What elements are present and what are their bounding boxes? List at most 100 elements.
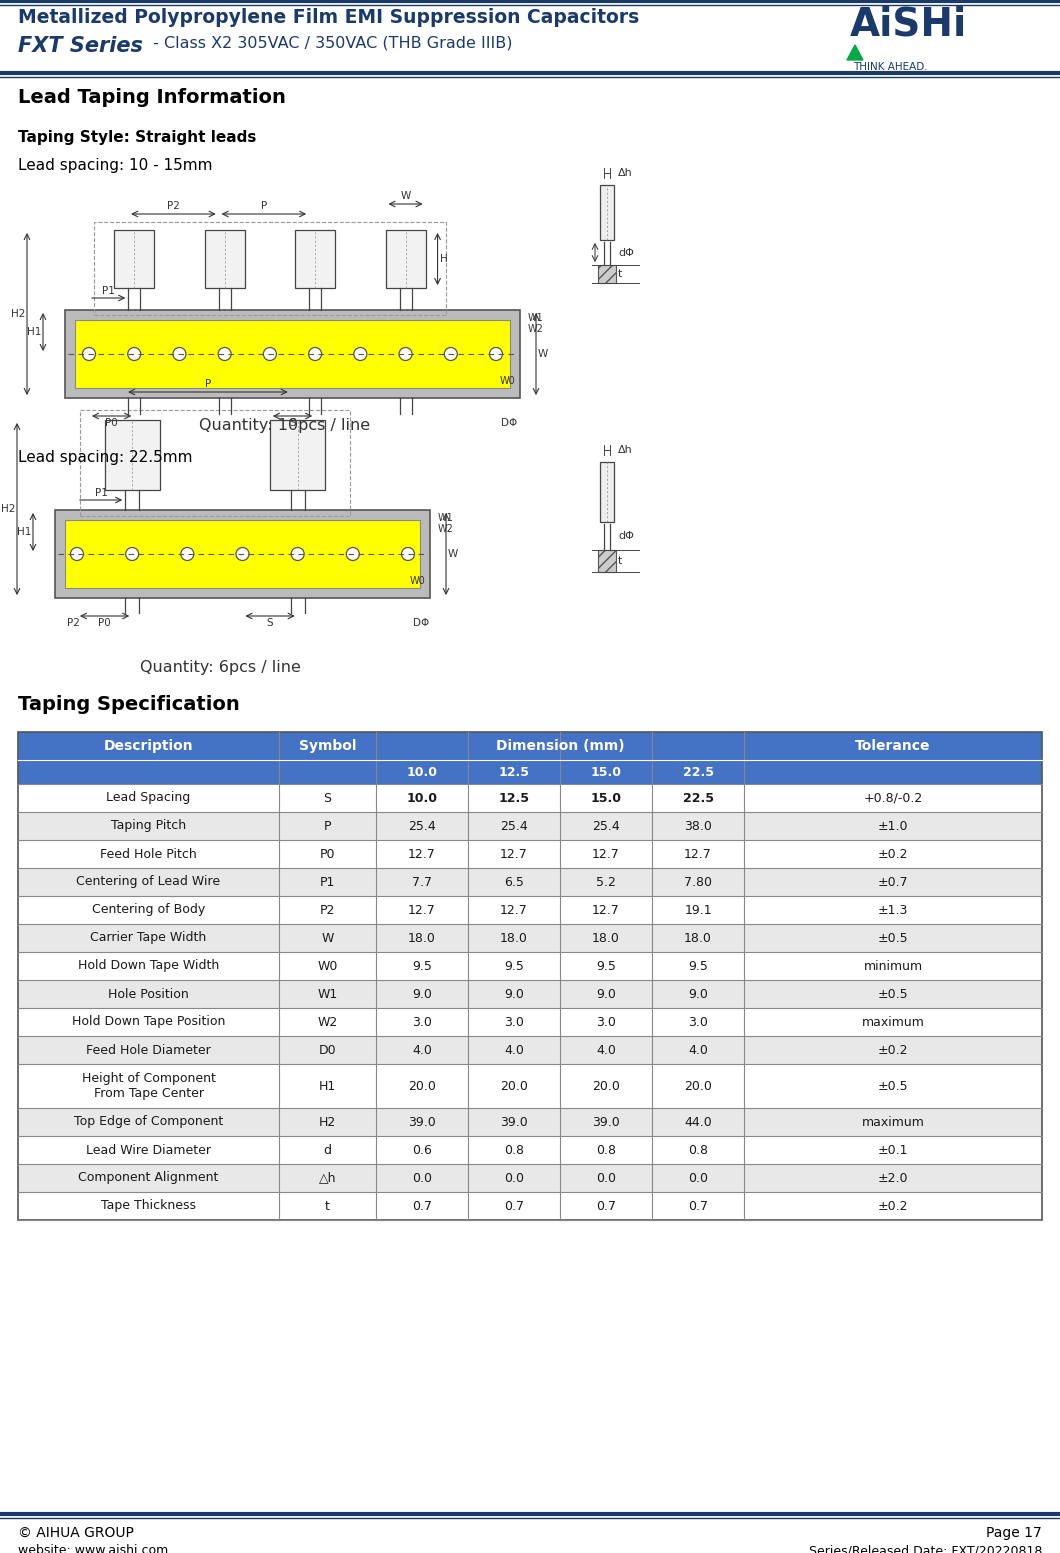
Text: Series/Released Date: FXT/20220818: Series/Released Date: FXT/20220818 bbox=[809, 1544, 1042, 1553]
Bar bbox=[295, 230, 335, 287]
Text: 6.5: 6.5 bbox=[505, 876, 524, 888]
Text: 12.7: 12.7 bbox=[593, 904, 620, 916]
Text: W: W bbox=[538, 349, 548, 359]
Text: W0: W0 bbox=[499, 376, 515, 387]
Text: 25.4: 25.4 bbox=[593, 820, 620, 832]
Text: Centering of Body: Centering of Body bbox=[92, 904, 206, 916]
Bar bbox=[600, 185, 614, 241]
Text: maximum: maximum bbox=[862, 1016, 924, 1028]
Text: © AIHUA GROUP: © AIHUA GROUP bbox=[18, 1527, 134, 1541]
Text: H1: H1 bbox=[26, 328, 41, 337]
Text: ±0.1: ±0.1 bbox=[878, 1143, 908, 1157]
Text: ±1.3: ±1.3 bbox=[878, 904, 908, 916]
Text: dΦ: dΦ bbox=[618, 531, 634, 540]
Bar bbox=[65, 311, 520, 398]
Text: 38.0: 38.0 bbox=[684, 820, 712, 832]
Text: Taping Pitch: Taping Pitch bbox=[111, 820, 187, 832]
Bar bbox=[18, 1193, 1042, 1221]
Polygon shape bbox=[847, 45, 863, 61]
Text: W0: W0 bbox=[409, 576, 425, 585]
Bar bbox=[65, 520, 420, 589]
Text: P1: P1 bbox=[94, 488, 107, 499]
Text: H2: H2 bbox=[319, 1115, 336, 1129]
Text: 12.7: 12.7 bbox=[500, 848, 528, 860]
Text: FXT Series: FXT Series bbox=[18, 36, 143, 56]
Bar bbox=[18, 812, 1042, 840]
Text: P0: P0 bbox=[320, 848, 335, 860]
Text: 0.8: 0.8 bbox=[596, 1143, 616, 1157]
Bar bbox=[598, 550, 616, 572]
Text: Tolerance: Tolerance bbox=[855, 739, 931, 753]
Circle shape bbox=[490, 348, 502, 360]
Text: 20.0: 20.0 bbox=[593, 1079, 620, 1092]
Text: Quantity: 6pcs / line: Quantity: 6pcs / line bbox=[140, 660, 300, 676]
Text: Component Alignment: Component Alignment bbox=[78, 1171, 218, 1185]
Text: Hold Down Tape Width: Hold Down Tape Width bbox=[77, 960, 219, 972]
Circle shape bbox=[402, 548, 414, 561]
Text: 25.4: 25.4 bbox=[408, 820, 436, 832]
Text: Lead Taping Information: Lead Taping Information bbox=[18, 89, 286, 107]
Text: 0.0: 0.0 bbox=[504, 1171, 524, 1185]
Circle shape bbox=[354, 348, 367, 360]
Text: Taping Style: Straight leads: Taping Style: Straight leads bbox=[18, 130, 257, 144]
Text: Top Edge of Component: Top Edge of Component bbox=[74, 1115, 223, 1129]
Text: THINK AHEAD.: THINK AHEAD. bbox=[853, 62, 928, 71]
Text: S: S bbox=[267, 618, 273, 627]
Text: H: H bbox=[440, 255, 447, 264]
Circle shape bbox=[399, 348, 412, 360]
Text: 7.80: 7.80 bbox=[684, 876, 712, 888]
Text: Symbol: Symbol bbox=[299, 739, 356, 753]
Text: Lead Spacing: Lead Spacing bbox=[106, 792, 191, 804]
Text: P: P bbox=[323, 820, 331, 832]
Text: ±0.2: ±0.2 bbox=[878, 1044, 908, 1056]
Text: 12.5: 12.5 bbox=[498, 766, 530, 778]
Text: 44.0: 44.0 bbox=[684, 1115, 712, 1129]
Circle shape bbox=[444, 348, 457, 360]
Text: 12.7: 12.7 bbox=[684, 848, 712, 860]
Bar bbox=[18, 1008, 1042, 1036]
Text: t: t bbox=[618, 556, 622, 565]
Text: DΦ: DΦ bbox=[413, 618, 429, 627]
Bar bbox=[105, 419, 160, 491]
Text: W2: W2 bbox=[317, 1016, 338, 1028]
Text: 4.0: 4.0 bbox=[596, 1044, 616, 1056]
Text: 0.7: 0.7 bbox=[688, 1199, 708, 1213]
Text: 0.8: 0.8 bbox=[688, 1143, 708, 1157]
Text: ±0.2: ±0.2 bbox=[878, 1199, 908, 1213]
Text: dΦ: dΦ bbox=[618, 247, 634, 258]
Text: 15.0: 15.0 bbox=[590, 766, 621, 778]
Text: 9.0: 9.0 bbox=[412, 988, 431, 1000]
Text: H1: H1 bbox=[319, 1079, 336, 1092]
Text: 0.0: 0.0 bbox=[688, 1171, 708, 1185]
Text: 39.0: 39.0 bbox=[408, 1115, 436, 1129]
Text: 10.0: 10.0 bbox=[406, 792, 438, 804]
Bar bbox=[114, 230, 154, 287]
Circle shape bbox=[292, 548, 304, 561]
Text: ±0.5: ±0.5 bbox=[878, 988, 908, 1000]
Text: 3.0: 3.0 bbox=[412, 1016, 431, 1028]
Text: Centering of Lead Wire: Centering of Lead Wire bbox=[76, 876, 220, 888]
Text: P1: P1 bbox=[320, 876, 335, 888]
Text: Height of Component
From Tape Center: Height of Component From Tape Center bbox=[82, 1072, 215, 1100]
Circle shape bbox=[347, 548, 359, 561]
Text: Dimension (mm): Dimension (mm) bbox=[496, 739, 624, 753]
Text: t: t bbox=[618, 269, 622, 280]
Text: W0: W0 bbox=[317, 960, 338, 972]
Bar bbox=[18, 840, 1042, 868]
Bar bbox=[75, 320, 510, 388]
Text: D0: D0 bbox=[319, 1044, 336, 1056]
Text: Quantity: 10pcs / line: Quantity: 10pcs / line bbox=[199, 418, 371, 433]
Bar bbox=[18, 1064, 1042, 1107]
Text: 0.0: 0.0 bbox=[412, 1171, 432, 1185]
Text: 39.0: 39.0 bbox=[500, 1115, 528, 1129]
Text: 18.0: 18.0 bbox=[408, 932, 436, 944]
Text: 9.5: 9.5 bbox=[412, 960, 431, 972]
Text: W2: W2 bbox=[438, 523, 454, 534]
Bar bbox=[18, 731, 1042, 1221]
Text: P2: P2 bbox=[167, 200, 180, 211]
Text: P: P bbox=[205, 379, 211, 388]
Bar bbox=[18, 784, 1042, 812]
Text: Taping Specification: Taping Specification bbox=[18, 696, 240, 714]
Text: Δh: Δh bbox=[618, 168, 633, 179]
Text: W: W bbox=[401, 191, 410, 200]
